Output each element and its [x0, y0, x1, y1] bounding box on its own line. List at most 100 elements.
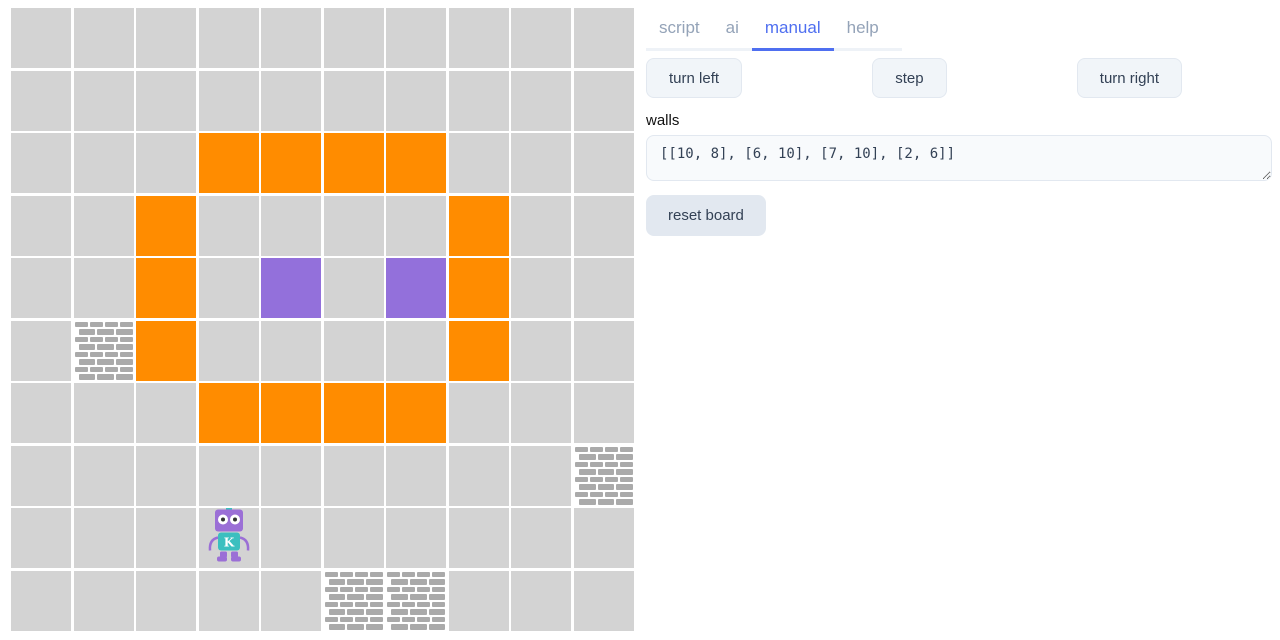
- board-cell: [448, 508, 509, 569]
- board-cell: [573, 570, 634, 631]
- board-cell: [136, 133, 197, 194]
- board-cell-orange: [261, 133, 322, 194]
- board-cell: [323, 8, 384, 69]
- board-cell: [323, 70, 384, 131]
- wall-cell: [573, 445, 634, 506]
- board-cell-orange: [198, 383, 259, 444]
- board-cell: [11, 445, 72, 506]
- wall-cell: [386, 570, 447, 631]
- board-cell: [11, 195, 72, 256]
- board-cell-orange: [448, 195, 509, 256]
- board-cell: [573, 8, 634, 69]
- board-cell: [448, 445, 509, 506]
- board-cell: [198, 570, 259, 631]
- board-cell: [573, 320, 634, 381]
- board-cell: [386, 195, 447, 256]
- board-cell: [511, 195, 572, 256]
- board-cell: [448, 570, 509, 631]
- board-cell: [73, 445, 134, 506]
- brick-wall-icon: [386, 571, 446, 631]
- board-cell: [73, 70, 134, 131]
- board-cell: [511, 445, 572, 506]
- board-cell: [573, 383, 634, 444]
- svg-text:K: K: [223, 536, 234, 550]
- board-cell: [386, 320, 447, 381]
- tab-help[interactable]: help: [846, 18, 879, 37]
- robot-icon: K: [206, 508, 252, 568]
- board-cell: [261, 195, 322, 256]
- board-cell-purple: [261, 258, 322, 319]
- board-cell-orange: [136, 320, 197, 381]
- board-cell: [386, 8, 447, 69]
- board-cell: [511, 8, 572, 69]
- board-cell: [448, 70, 509, 131]
- board-cell: [261, 508, 322, 569]
- tab-script[interactable]: script: [659, 18, 700, 37]
- walls-label: walls: [646, 112, 680, 129]
- board-cell: [198, 320, 259, 381]
- board-cell: [448, 8, 509, 69]
- board-cell: [11, 8, 72, 69]
- board-cell: [448, 133, 509, 194]
- game-board: K: [10, 7, 635, 632]
- board-cell: [136, 508, 197, 569]
- board-cell-orange: [136, 258, 197, 319]
- board-cell: [448, 383, 509, 444]
- brick-wall-icon: [74, 321, 134, 381]
- turn-right-button[interactable]: turn right: [1076, 58, 1182, 98]
- board-cell: [136, 570, 197, 631]
- board-cell-orange: [198, 133, 259, 194]
- board-cell-purple: [386, 258, 447, 319]
- board-cell: [73, 258, 134, 319]
- board-cell: [136, 70, 197, 131]
- board-cell: [323, 508, 384, 569]
- board-cell: [386, 445, 447, 506]
- step-button[interactable]: step: [872, 58, 947, 98]
- board-cell: [73, 508, 134, 569]
- board-cell: [261, 70, 322, 131]
- board-cell-orange: [448, 258, 509, 319]
- board-cell: [511, 70, 572, 131]
- board-cell: [11, 258, 72, 319]
- board-cell-orange: [323, 133, 384, 194]
- tab-ai[interactable]: ai: [725, 18, 739, 37]
- board-cell: [198, 445, 259, 506]
- turn-left-button[interactable]: turn left: [646, 58, 743, 98]
- board-cell: [261, 570, 322, 631]
- board-cell: [323, 195, 384, 256]
- board-cell: [198, 258, 259, 319]
- board-cell: [73, 570, 134, 631]
- walls-input[interactable]: [[10, 8], [6, 10], [7, 10], [2, 6]]: [646, 135, 1272, 181]
- control-panel: script ai manual help turn left step tur…: [646, 0, 1272, 236]
- board-cell-orange: [386, 133, 447, 194]
- board-cell: [198, 70, 259, 131]
- board-cell: [573, 508, 634, 569]
- board-cell: [511, 508, 572, 569]
- board-cell: [511, 258, 572, 319]
- board-cell: [511, 383, 572, 444]
- tab-manual[interactable]: manual: [751, 10, 834, 51]
- wall-cell: [323, 570, 384, 631]
- board-cell: [136, 383, 197, 444]
- board-cell: [73, 8, 134, 69]
- board-cell: [11, 133, 72, 194]
- reset-board-button[interactable]: reset board: [646, 195, 766, 236]
- board-cell-orange: [386, 383, 447, 444]
- board-cell: [511, 320, 572, 381]
- board-cell: [386, 70, 447, 131]
- board-cell: [323, 320, 384, 381]
- tab-bar: script ai manual help: [646, 10, 902, 51]
- board-cell: [73, 133, 134, 194]
- board-cell: [386, 508, 447, 569]
- board-cell: [511, 133, 572, 194]
- wall-cell: [73, 320, 134, 381]
- board-cell: [11, 383, 72, 444]
- brick-wall-icon: [324, 571, 384, 631]
- board-cell: [11, 70, 72, 131]
- board-cell: [198, 195, 259, 256]
- board-cell: [73, 383, 134, 444]
- board-cell: [573, 195, 634, 256]
- board-cell: [261, 320, 322, 381]
- board-cell-orange: [448, 320, 509, 381]
- board-cell-orange: [261, 383, 322, 444]
